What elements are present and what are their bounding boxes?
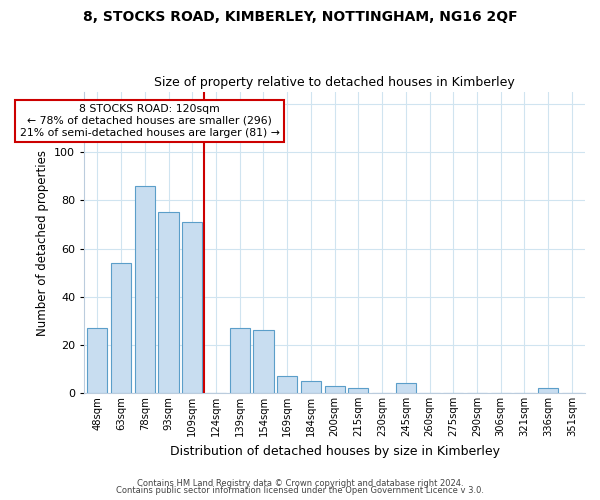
Text: Contains public sector information licensed under the Open Government Licence v : Contains public sector information licen…	[116, 486, 484, 495]
Bar	[158, 212, 179, 393]
Bar	[87, 328, 107, 393]
Bar	[349, 388, 368, 393]
X-axis label: Distribution of detached houses by size in Kimberley: Distribution of detached houses by size …	[170, 444, 500, 458]
Title: Size of property relative to detached houses in Kimberley: Size of property relative to detached ho…	[154, 76, 515, 90]
Bar	[325, 386, 345, 393]
Text: Contains HM Land Registry data © Crown copyright and database right 2024.: Contains HM Land Registry data © Crown c…	[137, 478, 463, 488]
Bar	[277, 376, 297, 393]
Bar	[182, 222, 202, 393]
Bar	[135, 186, 155, 393]
Y-axis label: Number of detached properties: Number of detached properties	[35, 150, 49, 336]
Bar	[111, 263, 131, 393]
Bar	[230, 328, 250, 393]
Text: 8, STOCKS ROAD, KIMBERLEY, NOTTINGHAM, NG16 2QF: 8, STOCKS ROAD, KIMBERLEY, NOTTINGHAM, N…	[83, 10, 517, 24]
Text: 8 STOCKS ROAD: 120sqm
← 78% of detached houses are smaller (296)
21% of semi-det: 8 STOCKS ROAD: 120sqm ← 78% of detached …	[20, 104, 280, 138]
Bar	[301, 381, 321, 393]
Bar	[253, 330, 274, 393]
Bar	[538, 388, 559, 393]
Bar	[396, 384, 416, 393]
